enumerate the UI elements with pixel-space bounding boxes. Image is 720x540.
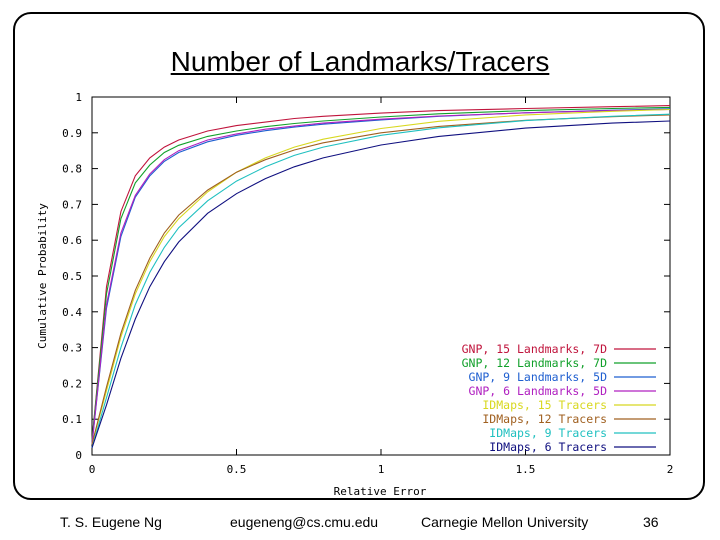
x-tick-label: 1.5 (516, 463, 536, 476)
x-tick-label: 1 (378, 463, 385, 476)
y-tick-label: 0.5 (62, 270, 82, 283)
y-tick-label: 0.3 (62, 342, 82, 355)
legend-label: GNP, 6 Landmarks, 5D (469, 384, 608, 398)
series-line-8 (91, 120, 671, 448)
x-axis-title: Relative Error (334, 485, 427, 498)
legend-label: IDMaps, 6 Tracers (489, 440, 607, 454)
y-tick-label: 0.8 (62, 163, 82, 176)
legend-label: GNP, 12 Landmarks, 7D (462, 356, 607, 370)
legend-label: IDMaps, 9 Tracers (489, 426, 607, 440)
series-line-4 (91, 108, 671, 445)
y-tick-label: 0.6 (62, 234, 82, 247)
plot-axes: 0 0.1 0.2 0.3 0.4 0.5 0.6 0.7 0.8 0.9 1 0 0.5 1 1.5 2 (62, 91, 673, 476)
legend-label: GNP, 15 Landmarks, 7D (462, 342, 607, 356)
legend-label: GNP, 9 Landmarks, 5D (469, 370, 608, 384)
footer-author: T. S. Eugene Ng (60, 514, 162, 530)
footer-page-number: 36 (643, 514, 659, 530)
footer-affiliation: Carnegie Mellon University (421, 514, 589, 530)
x-tick-label: 0 (89, 463, 96, 476)
legend-label: IDMaps, 12 Tracers (482, 412, 607, 426)
y-tick-label: 0.1 (62, 413, 82, 426)
x-tick-label: 0.5 (227, 463, 247, 476)
y-tick-label: 0.9 (62, 127, 82, 140)
series-line-1 (91, 105, 671, 441)
y-tick-label: 0.2 (62, 377, 82, 390)
series-line-7 (91, 113, 671, 448)
y-tick-label: 0 (75, 449, 82, 462)
y-tick-label: 1 (75, 91, 82, 104)
x-tick-label: 2 (667, 463, 674, 476)
legend-label: IDMaps, 15 Tracers (482, 398, 607, 412)
plot-series (91, 105, 671, 448)
y-tick-label: 0.4 (62, 306, 82, 319)
y-tick-label: 0.7 (62, 198, 82, 211)
series-line-6 (91, 114, 671, 445)
series-line-2 (91, 106, 671, 441)
y-axis-title: Cumulative Probability (36, 203, 49, 349)
slide-title: Number of Landmarks/Tracers (170, 46, 550, 77)
slide-frame (13, 12, 705, 500)
footer-email: eugeneng@cs.cmu.edu (230, 514, 379, 530)
